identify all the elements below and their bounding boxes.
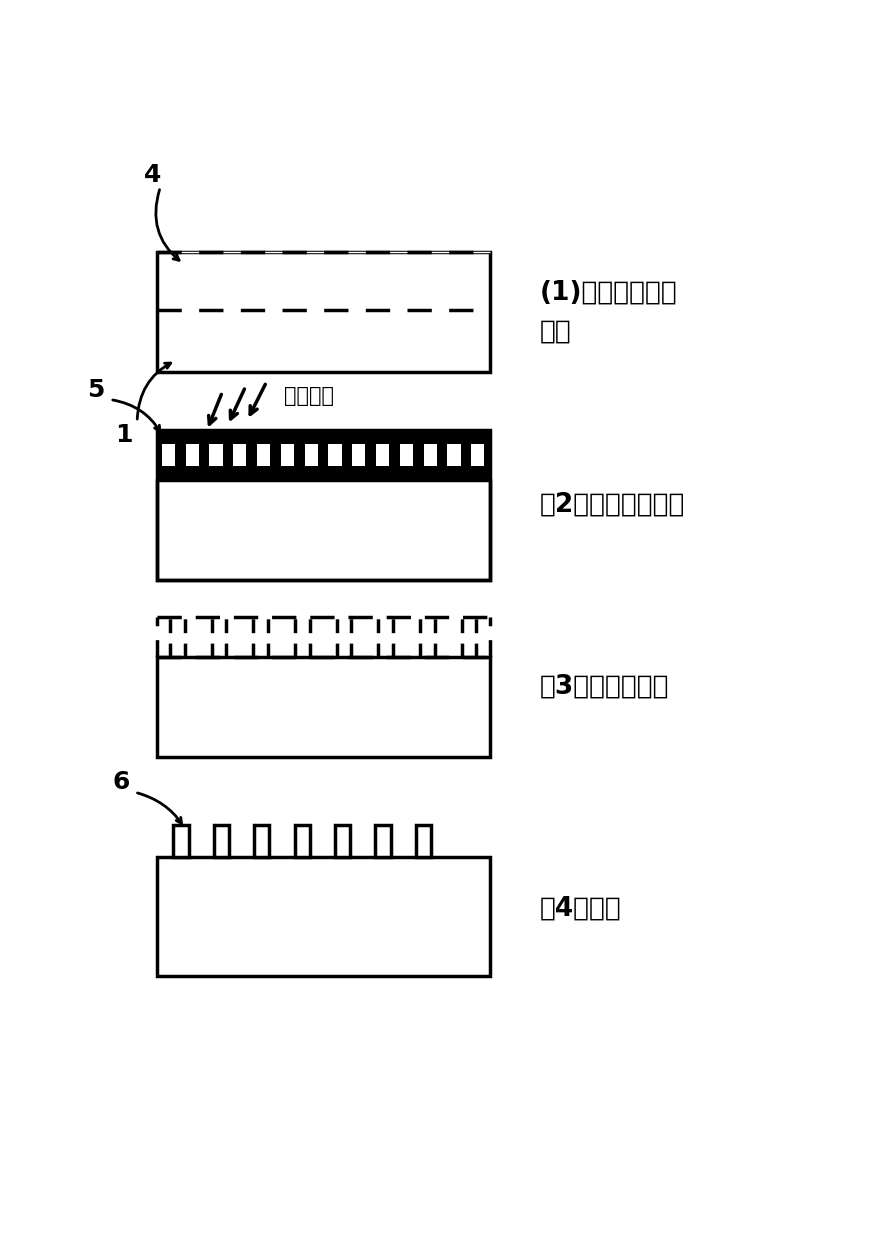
Bar	[157, 430, 490, 440]
Bar	[335, 825, 350, 857]
Bar	[295, 825, 310, 857]
Text: （3）显影、电镀: （3）显影、电镀	[540, 674, 670, 699]
Text: （4）去胶: （4）去胶	[540, 896, 622, 922]
Text: 1: 1	[115, 423, 133, 447]
Text: 6: 6	[113, 770, 130, 794]
Bar	[233, 444, 246, 466]
Bar	[157, 469, 490, 480]
Bar	[157, 657, 490, 756]
Bar	[257, 444, 270, 466]
Bar	[328, 444, 341, 466]
Bar	[376, 444, 389, 466]
Bar	[423, 444, 436, 466]
Text: (1)光刻胶旋涂、: (1)光刻胶旋涂、	[540, 280, 678, 306]
Bar	[352, 444, 365, 466]
Bar	[416, 825, 431, 857]
Bar	[157, 430, 490, 580]
Text: 深紫外光: 深紫外光	[284, 386, 334, 406]
Bar	[304, 444, 318, 466]
Text: （2）深紫外光照射: （2）深紫外光照射	[540, 493, 686, 518]
Bar	[157, 480, 490, 580]
Bar	[157, 440, 490, 469]
Bar	[214, 825, 229, 857]
Bar	[162, 444, 175, 466]
Text: 前烘: 前烘	[540, 318, 572, 345]
Bar	[281, 444, 294, 466]
Bar	[376, 825, 391, 857]
Bar	[157, 857, 490, 977]
Bar	[186, 444, 199, 466]
Bar	[448, 444, 460, 466]
Bar	[472, 444, 484, 466]
Text: 4: 4	[144, 163, 161, 188]
Bar	[173, 825, 188, 857]
Bar	[400, 444, 413, 466]
Bar	[209, 444, 223, 466]
Bar	[254, 825, 269, 857]
Bar	[157, 253, 490, 372]
Text: 5: 5	[87, 378, 105, 402]
